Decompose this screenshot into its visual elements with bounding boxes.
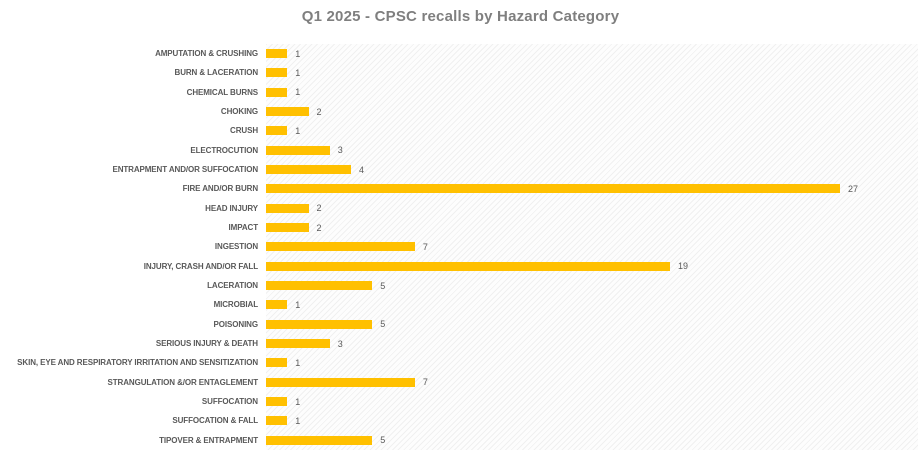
bar xyxy=(266,261,670,271)
value-label: 5 xyxy=(380,435,386,446)
category-label: CHOKING xyxy=(220,107,258,117)
value-label: 7 xyxy=(422,377,428,388)
category-label: ELECTROCUTION xyxy=(190,145,258,155)
category-label: SUFFOCATION xyxy=(201,397,258,407)
value-label: 1 xyxy=(295,125,301,136)
category-label: FIRE AND/OR BURN xyxy=(182,184,259,194)
bar-row: 5 xyxy=(266,315,918,334)
value-label: 1 xyxy=(295,357,301,368)
category-label: POISONING xyxy=(213,319,259,329)
value-label: 2 xyxy=(316,203,322,214)
bar xyxy=(266,165,352,175)
bar-row: 1 xyxy=(266,44,918,63)
bar xyxy=(266,300,288,310)
category-label: IMPACT xyxy=(228,223,259,233)
category-label: AMPUTATION & CRUSHING xyxy=(155,49,258,59)
bar-row: 1 xyxy=(266,411,918,430)
value-label: 7 xyxy=(422,241,428,252)
bar-row: 1 xyxy=(266,63,918,82)
bar-row: 3 xyxy=(266,334,918,353)
value-label: 5 xyxy=(380,280,386,291)
category-label: HEAD INJURY xyxy=(205,203,258,213)
bar-row: 4 xyxy=(266,160,918,179)
bar xyxy=(266,223,309,233)
bar xyxy=(266,319,373,329)
bar xyxy=(266,339,330,349)
value-label: 5 xyxy=(380,319,386,330)
value-label: 1 xyxy=(295,48,301,59)
plot-area: 1 1 1 2 1 3 4 27 2 2 7 19 5 1 5 3 1 7 1 1 5 xyxy=(266,44,918,450)
bar xyxy=(266,435,373,445)
value-label: 1 xyxy=(295,415,301,426)
category-label: LACERATION xyxy=(207,281,258,291)
category-label: SERIOUS INJURY & DEATH xyxy=(155,339,258,349)
bar-row: 2 xyxy=(266,199,918,218)
value-label: 2 xyxy=(316,106,322,117)
bar-row: 7 xyxy=(266,373,918,392)
value-label: 19 xyxy=(677,261,688,272)
category-label: CRUSH xyxy=(230,126,258,136)
bar xyxy=(266,184,841,194)
category-label: CHEMICAL BURNS xyxy=(186,87,258,97)
category-label: SKIN, EYE AND RESPIRATORY IRRITATION AND… xyxy=(17,358,258,368)
bar xyxy=(266,358,288,368)
bar-row: 27 xyxy=(266,179,918,198)
bar-row: 1 xyxy=(266,83,918,102)
bar-row: 19 xyxy=(266,257,918,276)
value-label: 1 xyxy=(295,396,301,407)
value-label: 1 xyxy=(295,67,301,78)
value-label: 2 xyxy=(316,222,322,233)
value-label: 4 xyxy=(359,164,365,175)
bar-row: 1 xyxy=(266,295,918,314)
bar xyxy=(266,377,415,387)
category-label: SUFFOCATION & FALL xyxy=(172,416,258,426)
category-label: STRANGULATION &/OR ENTAGLEMENT xyxy=(107,377,259,387)
bar-row: 5 xyxy=(266,431,918,450)
chart-title: Q1 2025 - CPSC recalls by Hazard Categor… xyxy=(301,8,620,25)
value-label: 27 xyxy=(848,183,859,194)
bar-row: 2 xyxy=(266,102,918,121)
bar xyxy=(266,242,415,252)
bar-row: 1 xyxy=(266,392,918,411)
value-label: 3 xyxy=(337,338,343,349)
bar xyxy=(266,416,288,426)
value-label: 1 xyxy=(295,87,301,98)
category-label: INGESTION xyxy=(214,242,258,252)
category-axis: AMPUTATION & CRUSHING BURN & LACERATION CH… xyxy=(0,44,258,450)
bar xyxy=(266,49,288,59)
bar-row: 1 xyxy=(266,121,918,140)
bar xyxy=(266,126,288,136)
category-label: MICROBIAL xyxy=(213,300,259,310)
bar-row: 1 xyxy=(266,353,918,372)
bar-row: 2 xyxy=(266,218,918,237)
bar xyxy=(266,397,288,407)
value-label: 3 xyxy=(337,145,343,156)
bar xyxy=(266,281,373,291)
value-label: 1 xyxy=(295,299,301,310)
bar xyxy=(266,145,330,155)
category-label: ENTRAPMENT AND/OR SUFFOCATION xyxy=(112,165,258,175)
category-label: TIPOVER & ENTRAPMENT xyxy=(159,435,258,445)
bar-row: 3 xyxy=(266,141,918,160)
bar xyxy=(266,107,309,117)
bar-row: 5 xyxy=(266,276,918,295)
bar-row: 7 xyxy=(266,237,918,256)
bar xyxy=(266,68,288,78)
category-label: BURN & LACERATION xyxy=(174,68,259,78)
bar xyxy=(266,87,288,97)
category-label: INJURY, CRASH AND/OR FALL xyxy=(143,261,258,271)
bar xyxy=(266,203,309,213)
